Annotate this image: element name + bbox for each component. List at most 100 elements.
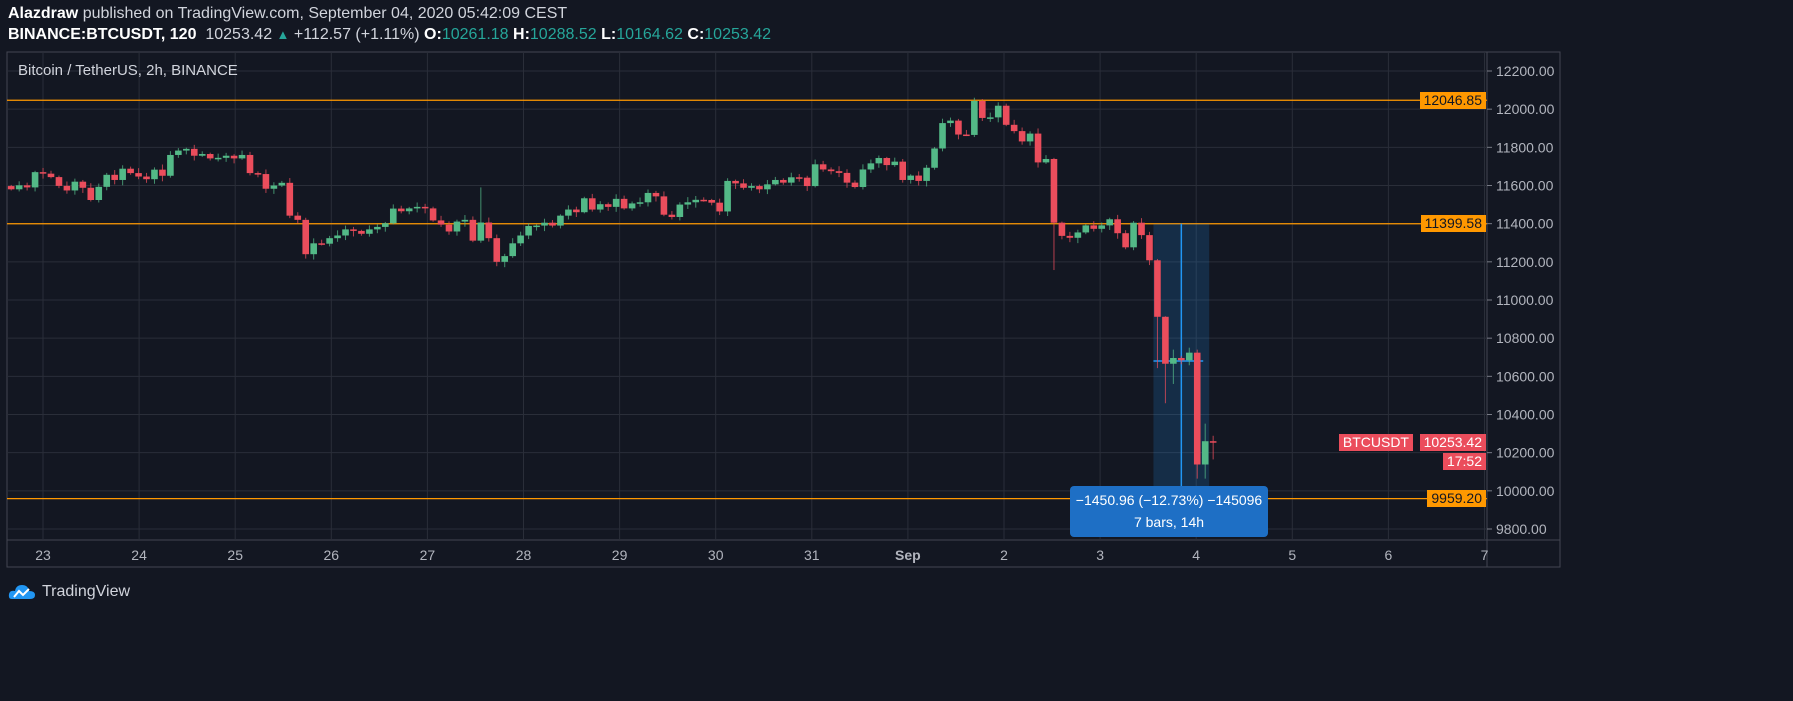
- candle-body: [477, 222, 485, 241]
- candle: [1130, 220, 1137, 251]
- author-name[interactable]: Alazdraw: [8, 5, 79, 22]
- candle: [358, 229, 365, 236]
- candle: [859, 164, 867, 190]
- candle-body: [1002, 105, 1010, 125]
- candle-body: [135, 173, 142, 177]
- candle-body: [1042, 158, 1050, 163]
- candle-body: [159, 169, 166, 176]
- candle-body: [111, 174, 118, 180]
- candle: [795, 174, 803, 182]
- time-tick-label: 29: [612, 547, 628, 563]
- candle: [620, 195, 628, 210]
- candle: [7, 184, 15, 191]
- candle: [437, 215, 445, 227]
- candle: [1042, 155, 1050, 164]
- time-tick-label: 25: [227, 547, 243, 563]
- candle: [461, 215, 469, 227]
- candle-body: [1162, 316, 1169, 364]
- candle: [1002, 103, 1010, 127]
- candle: [708, 198, 715, 206]
- candle-body: [541, 222, 548, 226]
- candle-body: [294, 215, 302, 220]
- candle: [302, 217, 310, 259]
- candle-body: [15, 185, 23, 190]
- measure-tool[interactable]: [1153, 223, 1210, 487]
- candle: [541, 218, 548, 232]
- candle-body: [716, 202, 723, 212]
- candle: [1193, 349, 1201, 479]
- candle-body: [445, 224, 453, 232]
- candle: [652, 190, 660, 202]
- candle-body: [183, 148, 190, 151]
- tradingview-logo[interactable]: TradingView: [8, 582, 130, 602]
- candle: [636, 197, 644, 207]
- candle: [947, 117, 954, 127]
- candle: [819, 160, 827, 172]
- candle: [429, 206, 437, 222]
- candle: [485, 217, 493, 242]
- candle-body: [1090, 225, 1098, 229]
- candle: [1098, 222, 1106, 233]
- candle: [1162, 316, 1169, 404]
- candle-body: [214, 157, 222, 160]
- chart-frame: [6, 51, 1561, 568]
- candle: [1074, 229, 1082, 244]
- candle-body: [724, 180, 731, 212]
- candle-body: [979, 100, 986, 118]
- price-axis[interactable]: 12200.00 12000.00 11800.00 11600.00 11400.00…: [1487, 63, 1555, 537]
- candle: [1010, 119, 1018, 134]
- candle-body: [230, 155, 238, 159]
- candle: [1209, 435, 1217, 460]
- candle-body: [47, 173, 55, 178]
- candle: [684, 197, 692, 209]
- candle: [843, 169, 851, 188]
- candle-body: [835, 171, 843, 173]
- candle-body: [756, 186, 763, 190]
- candle: [55, 175, 63, 189]
- candle-body: [692, 199, 700, 203]
- candle-body: [557, 215, 564, 226]
- candle-body: [1138, 222, 1145, 236]
- candle: [827, 167, 835, 175]
- candle-body: [167, 154, 174, 176]
- candle-body: [772, 179, 779, 185]
- time-tick-label: 24: [131, 547, 147, 563]
- candle-body: [931, 148, 938, 168]
- candle: [389, 204, 397, 225]
- candle: [1114, 214, 1121, 239]
- candle-body: [1082, 225, 1090, 233]
- candle-body: [509, 243, 516, 257]
- candle: [366, 225, 373, 237]
- candle: [143, 172, 150, 183]
- measure-label: −1450.96 (−12.73%) −145096 7 bars, 14h: [1070, 486, 1268, 537]
- candle: [1034, 128, 1042, 168]
- candle-body: [87, 187, 95, 201]
- candle-body: [119, 168, 126, 180]
- candle: [342, 225, 349, 241]
- candle-body: [63, 185, 71, 191]
- brand-name: TradingView: [42, 583, 131, 600]
- candle: [923, 164, 930, 187]
- candle-body: [1050, 158, 1058, 223]
- candle-body: [437, 220, 445, 225]
- candle: [803, 175, 811, 192]
- candle-body: [867, 163, 875, 170]
- candle-body: [1178, 358, 1185, 361]
- candle: [971, 97, 978, 138]
- candle: [1018, 127, 1026, 145]
- measure-change: −1450.96 (−12.73%) −145096: [1075, 492, 1263, 508]
- price-tick-label: 10400.00: [1496, 406, 1555, 422]
- candle-body: [549, 222, 556, 226]
- candle: [1026, 131, 1034, 146]
- price-tick-label: 10000.00: [1496, 483, 1555, 499]
- close-value: 10253.42: [704, 26, 772, 43]
- candle-body: [127, 168, 134, 174]
- candle-body: [1154, 260, 1161, 317]
- candle: [891, 157, 899, 167]
- low-value: 10164.62: [616, 26, 683, 43]
- candle: [509, 238, 516, 258]
- candle-body: [413, 206, 421, 209]
- time-axis[interactable]: 23 24 25 26 27 28 29 30 31 Sep 2 3 4 5 6 7: [35, 547, 1488, 563]
- candle-body: [1026, 133, 1034, 142]
